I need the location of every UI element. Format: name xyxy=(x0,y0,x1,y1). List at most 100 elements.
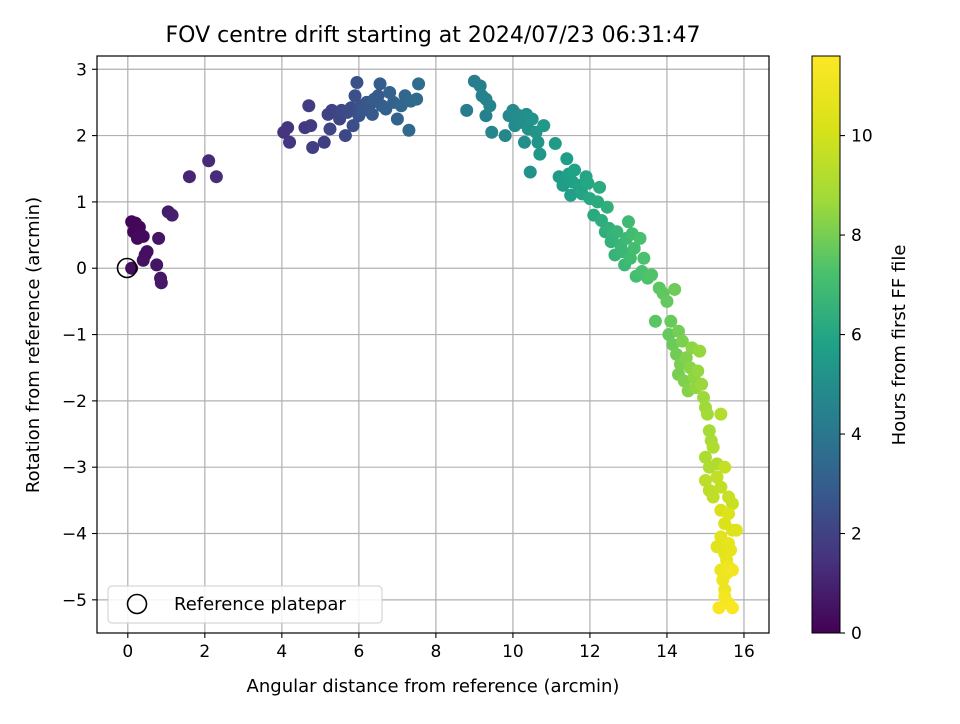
x-tick-label: 12 xyxy=(579,642,601,662)
plot-area-frame xyxy=(96,55,770,634)
data-point xyxy=(691,364,705,378)
data-point xyxy=(306,141,320,155)
data-point xyxy=(371,89,385,103)
data-point xyxy=(627,241,641,255)
x-tick-label: 2 xyxy=(199,642,210,662)
data-point xyxy=(600,200,614,214)
data-point xyxy=(525,112,539,126)
data-point xyxy=(714,480,728,494)
colorbar-tick-label: 4 xyxy=(851,425,862,445)
data-point xyxy=(531,135,545,149)
y-tick-label: 3 xyxy=(76,60,87,80)
x-tick-label: 4 xyxy=(276,642,287,662)
data-point xyxy=(154,276,168,290)
y-tick-label: −4 xyxy=(62,525,87,545)
data-point xyxy=(412,77,426,91)
data-point xyxy=(498,129,512,143)
data-point xyxy=(537,119,551,133)
colorbar-ticks: 0 2 4 6 8 10 xyxy=(840,127,873,644)
data-point xyxy=(621,215,635,229)
x-tick-label: 16 xyxy=(733,642,755,662)
y-tick-label: −5 xyxy=(62,591,87,611)
data-point xyxy=(338,129,352,143)
data-point xyxy=(637,251,651,265)
data-point xyxy=(695,377,709,391)
data-point xyxy=(150,258,164,272)
data-point xyxy=(718,460,732,474)
data-point xyxy=(702,424,716,438)
data-point xyxy=(700,407,714,421)
data-point xyxy=(679,351,693,365)
data-point xyxy=(698,473,712,487)
data-point xyxy=(710,470,724,484)
data-point xyxy=(610,225,624,239)
data-point xyxy=(182,170,196,184)
data-point xyxy=(523,165,537,179)
chart-title: FOV centre drift starting at 2024/07/23 … xyxy=(166,23,701,48)
x-axis-ticks: 0 2 4 6 8 10 12 14 16 xyxy=(122,633,755,662)
data-point xyxy=(712,601,726,615)
colorbar-gradient xyxy=(811,55,841,634)
data-point xyxy=(706,490,720,504)
data-point xyxy=(125,261,139,275)
data-point xyxy=(648,314,662,328)
data-point xyxy=(283,135,297,149)
y-axis-label: Rotation from reference (arcmin) xyxy=(23,197,44,493)
data-point xyxy=(698,450,712,464)
data-point xyxy=(672,324,686,338)
data-point xyxy=(568,163,582,177)
x-tick-label: 14 xyxy=(656,642,678,662)
data-point xyxy=(668,282,682,296)
x-tick-label: 6 xyxy=(353,642,364,662)
colorbar-tick-label: 10 xyxy=(851,127,873,147)
legend-box xyxy=(107,585,383,624)
data-point xyxy=(633,231,647,245)
reference-platepar-marker xyxy=(116,257,138,279)
data-point xyxy=(706,440,720,454)
data-point xyxy=(560,152,574,166)
data-point xyxy=(325,103,339,117)
data-point xyxy=(593,180,607,194)
x-tick-label: 0 xyxy=(122,642,133,662)
data-point xyxy=(581,176,595,190)
y-axis-ticks: 3 2 1 0 −1 −2 −3 −4 −5 xyxy=(62,60,97,611)
data-point xyxy=(281,121,295,135)
data-point xyxy=(479,109,493,123)
data-point xyxy=(675,334,689,348)
colorbar-tick-label: 8 xyxy=(851,226,862,246)
data-point xyxy=(722,507,736,521)
data-point xyxy=(664,314,678,328)
colorbar-tick-label: 2 xyxy=(851,525,862,545)
data-point xyxy=(725,497,739,511)
data-point xyxy=(136,253,150,267)
data-point xyxy=(714,407,728,421)
grid xyxy=(97,56,769,633)
data-point xyxy=(460,103,474,117)
data-point xyxy=(152,231,166,245)
colorbar-tick-label: 6 xyxy=(851,326,862,346)
data-point xyxy=(302,99,316,113)
y-tick-label: 1 xyxy=(76,193,87,213)
legend: Reference platepar xyxy=(107,585,383,624)
data-point xyxy=(693,344,707,358)
y-tick-label: −1 xyxy=(62,326,87,346)
data-point xyxy=(402,123,416,137)
y-tick-label: 0 xyxy=(76,259,87,279)
data-point xyxy=(591,195,605,209)
data-point xyxy=(348,89,362,103)
data-point xyxy=(533,147,547,161)
data-point xyxy=(209,170,223,184)
data-point xyxy=(323,122,337,136)
x-axis-label: Angular distance from reference (arcmin) xyxy=(247,676,620,697)
legend-label-reference-platepar: Reference platepar xyxy=(174,594,346,615)
y-tick-label: −2 xyxy=(62,392,87,412)
data-point xyxy=(410,92,424,106)
data-point xyxy=(723,543,737,557)
data-point xyxy=(165,208,179,222)
colorbar-tick-label: 0 xyxy=(851,624,862,644)
x-tick-label: 8 xyxy=(430,642,441,662)
data-point xyxy=(317,135,331,149)
data-point xyxy=(548,137,562,151)
legend-open-circle-icon xyxy=(126,593,148,615)
